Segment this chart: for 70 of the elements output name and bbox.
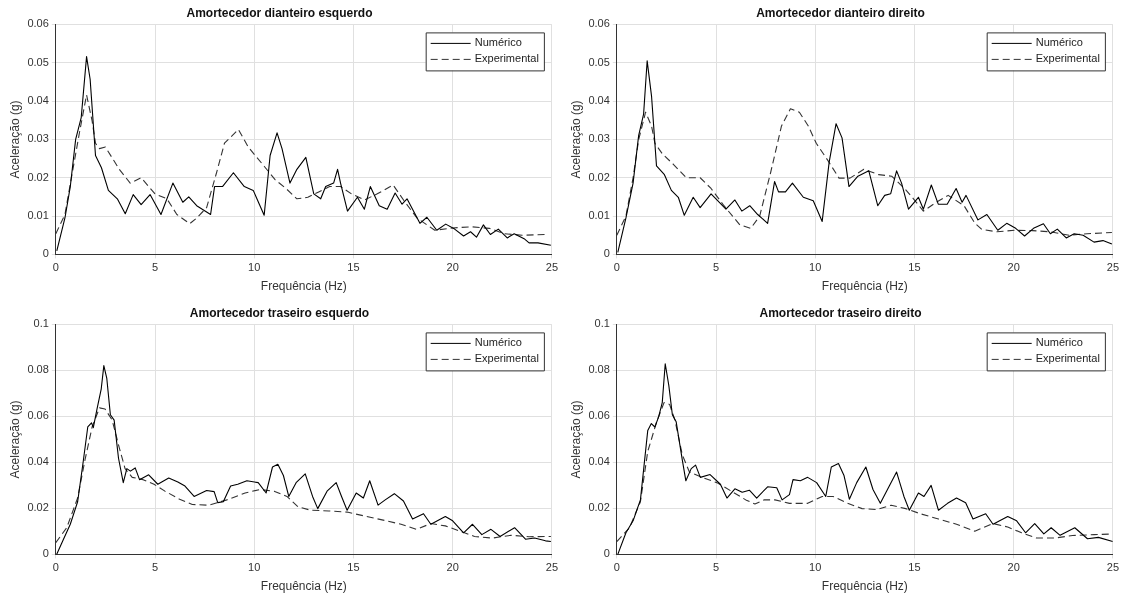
y-tick-label: 0.03 (588, 132, 610, 145)
y-tick-label: 0.03 (27, 132, 49, 145)
y-tick-label: 0.01 (27, 209, 49, 222)
x-tick-label: 20 (446, 261, 459, 274)
x-tick-label: 10 (248, 261, 261, 274)
y-axis-title: Aceleração (g) (568, 400, 583, 479)
chart-title: Amortecedor traseiro esquerdo (189, 305, 370, 320)
y-tick-label: 0.04 (588, 455, 610, 468)
y-axis-title: Aceleração (g) (568, 100, 583, 179)
x-tick-label: 0 (52, 561, 59, 574)
y-tick-label: 0.06 (588, 17, 610, 30)
x-tick-label: 15 (347, 561, 360, 574)
y-axis-title: Aceleração (g) (7, 400, 22, 479)
chart-title: Amortecedor dianteiro esquerdo (186, 5, 373, 20)
y-tick-label: 0.05 (588, 55, 610, 68)
legend-label: Numérico (474, 336, 522, 349)
x-tick-label: 10 (248, 561, 261, 574)
x-axis-title: Frequência (Hz) (260, 279, 347, 294)
legend-label: Numérico (1035, 336, 1083, 349)
y-tick-label: 0.06 (588, 409, 610, 422)
y-tick-label: 0.06 (27, 17, 49, 30)
y-tick-label: 0 (603, 247, 610, 260)
x-tick-label: 5 (151, 261, 159, 274)
x-axis-title: Frequência (Hz) (821, 579, 908, 594)
y-tick-label: 0.02 (588, 501, 610, 514)
x-tick-label: 20 (1007, 261, 1020, 274)
y-tick-label: 0.1 (33, 317, 49, 330)
y-tick-label: 0 (42, 247, 49, 260)
chart-title: Amortecedor traseiro direito (759, 305, 922, 320)
y-tick-label: 0.02 (27, 170, 49, 183)
x-tick-label: 10 (809, 561, 822, 574)
x-axis-title: Frequência (Hz) (260, 579, 347, 594)
x-axis-title: Frequência (Hz) (821, 279, 908, 294)
y-tick-label: 0.08 (588, 363, 610, 376)
x-tick-label: 20 (446, 561, 459, 574)
x-tick-label: 20 (1007, 561, 1020, 574)
legend-label: Numérico (1035, 36, 1083, 49)
y-tick-label: 0.05 (27, 55, 49, 68)
y-tick-label: 0.02 (588, 170, 610, 183)
y-tick-label: 0.02 (27, 501, 49, 514)
x-tick-label: 5 (712, 261, 720, 274)
x-tick-label: 15 (908, 561, 921, 574)
y-tick-label: 0 (603, 547, 610, 560)
x-tick-label: 0 (613, 561, 620, 574)
y-axis-title: Aceleração (g) (7, 100, 22, 179)
x-tick-label: 0 (52, 261, 59, 274)
y-tick-label: 0.04 (27, 94, 49, 107)
x-tick-label: 10 (809, 261, 822, 274)
x-tick-label: 25 (1106, 561, 1120, 574)
x-tick-label: 0 (613, 261, 620, 274)
legend-label: Experimental (1035, 52, 1100, 65)
x-tick-label: 25 (1106, 261, 1120, 274)
legend-label: Numérico (474, 36, 522, 49)
y-tick-label: 0.1 (594, 317, 610, 330)
x-tick-label: 5 (712, 561, 720, 574)
x-tick-label: 25 (545, 261, 559, 274)
x-tick-label: 15 (908, 261, 921, 274)
y-tick-label: 0.04 (588, 94, 610, 107)
chart-title: Amortecedor dianteiro direito (756, 5, 925, 20)
y-tick-label: 0.04 (27, 455, 49, 468)
x-tick-label: 25 (545, 561, 559, 574)
y-tick-label: 0.08 (27, 363, 49, 376)
y-tick-label: 0 (42, 547, 49, 560)
x-tick-label: 5 (151, 561, 159, 574)
x-tick-label: 15 (347, 261, 360, 274)
legend-label: Experimental (1035, 352, 1100, 365)
legend-label: Experimental (474, 352, 539, 365)
y-tick-label: 0.01 (588, 209, 610, 222)
y-tick-label: 0.06 (27, 409, 49, 422)
legend-label: Experimental (474, 52, 539, 65)
